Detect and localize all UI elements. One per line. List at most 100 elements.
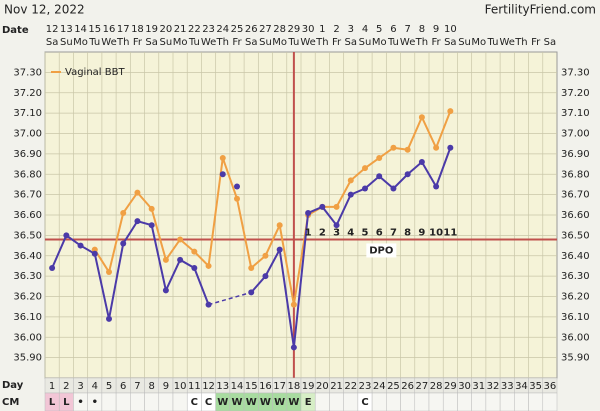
day-label: 23 <box>359 381 372 392</box>
cm-cell <box>144 392 160 411</box>
data-point <box>219 171 226 178</box>
weekday-label: Sa <box>46 37 58 48</box>
y-tick-label: 37.20 <box>561 88 590 99</box>
date-label: 5 <box>376 24 382 35</box>
data-point <box>120 240 127 247</box>
weekday-label: Su <box>259 37 272 48</box>
day-label: 13 <box>216 381 229 392</box>
cm-cell <box>115 392 131 411</box>
cm-label: W <box>246 397 257 408</box>
y-tick-label: 36.50 <box>561 230 590 241</box>
date-label: 21 <box>174 24 187 35</box>
day-label: 20 <box>316 381 329 392</box>
y-tick-label: 35.90 <box>561 353 590 364</box>
dpo-box <box>366 243 397 258</box>
weekday-label: Th <box>415 37 428 48</box>
cm-cell <box>101 392 117 411</box>
day-label: 1 <box>49 381 55 392</box>
day-label: 4 <box>92 381 98 392</box>
data-point <box>404 146 411 153</box>
weekday-label: Tu <box>387 37 399 48</box>
day-label: 25 <box>387 381 400 392</box>
data-point <box>433 144 440 151</box>
data-point <box>162 256 169 263</box>
cm-cell <box>542 392 558 411</box>
dpo-label: 11 <box>443 227 457 238</box>
y-tick-label: 37.00 <box>561 129 590 140</box>
data-point <box>134 189 141 196</box>
date-label: 24 <box>216 24 229 35</box>
data-point <box>390 185 397 192</box>
day-label: 32 <box>487 381 500 392</box>
date-label: 14 <box>74 24 87 35</box>
cm-cell <box>343 392 359 411</box>
data-point <box>148 222 155 229</box>
weekday-label: Su <box>60 37 73 48</box>
data-point <box>234 183 240 190</box>
dpo-label: 2 <box>319 227 326 238</box>
day-label: 7 <box>134 381 140 392</box>
data-point <box>262 273 269 280</box>
weekday-label: We <box>101 37 116 48</box>
data-point <box>191 264 198 271</box>
y-tick-label: 37.10 <box>13 108 42 119</box>
data-point <box>433 183 440 190</box>
weekday-label: Mo <box>272 37 287 48</box>
data-point <box>234 195 240 202</box>
day-label: 8 <box>148 381 154 392</box>
day-label: 22 <box>344 381 357 392</box>
date-label: 6 <box>390 24 396 35</box>
day-label: 9 <box>163 381 169 392</box>
y-tick-label: 36.70 <box>561 190 590 201</box>
date-label: 26 <box>245 24 258 35</box>
date-label: 19 <box>145 24 158 35</box>
chart-date: Nov 12, 2022 <box>4 3 85 17</box>
weekday-label: Sa <box>245 37 257 48</box>
data-point <box>290 344 297 351</box>
y-tick-label: 36.10 <box>561 312 590 323</box>
y-tick-label: 36.40 <box>561 251 590 262</box>
cm-label: C <box>205 397 212 408</box>
cm-label: W <box>274 397 285 408</box>
date-label: 22 <box>188 24 201 35</box>
dpo-label: 7 <box>390 227 397 238</box>
cm-label: C <box>361 397 368 408</box>
date-label: 30 <box>302 24 315 35</box>
date-label: 27 <box>259 24 272 35</box>
y-tick-label: 37.30 <box>561 67 590 78</box>
day-row-label: Day <box>2 380 24 391</box>
day-label: 6 <box>120 381 126 392</box>
cm-cell <box>457 392 472 411</box>
dpo-label: 9 <box>418 227 425 238</box>
data-point <box>219 154 226 161</box>
y-tick-label: 36.70 <box>13 190 42 201</box>
data-point <box>418 114 425 121</box>
date-label: 10 <box>444 24 457 35</box>
weekday-label: Mo <box>173 37 188 48</box>
cm-label: E <box>305 397 312 408</box>
date-label: 20 <box>160 24 173 35</box>
date-label: 9 <box>433 24 439 35</box>
cm-label: W <box>260 397 271 408</box>
day-label: 5 <box>106 381 112 392</box>
weekday-label: Fr <box>432 37 442 48</box>
weekday-label: Mo <box>372 37 387 48</box>
cm-cell <box>371 392 387 411</box>
date-label: 2 <box>333 24 339 35</box>
cm-label: W <box>288 397 299 408</box>
weekday-label: Fr <box>332 37 342 48</box>
date-label: 4 <box>362 24 368 35</box>
y-tick-label: 36.20 <box>13 292 42 303</box>
day-label: 33 <box>501 381 514 392</box>
data-point <box>333 222 340 229</box>
data-point <box>447 108 454 115</box>
day-label: 21 <box>330 381 343 392</box>
data-point <box>319 203 326 210</box>
weekday-label: Su <box>458 37 471 48</box>
day-label: 3 <box>77 381 83 392</box>
day-label: 11 <box>188 381 201 392</box>
data-point <box>120 209 127 216</box>
cm-label: W <box>217 397 228 408</box>
weekday-label: Su <box>160 37 173 48</box>
data-point <box>91 250 98 257</box>
